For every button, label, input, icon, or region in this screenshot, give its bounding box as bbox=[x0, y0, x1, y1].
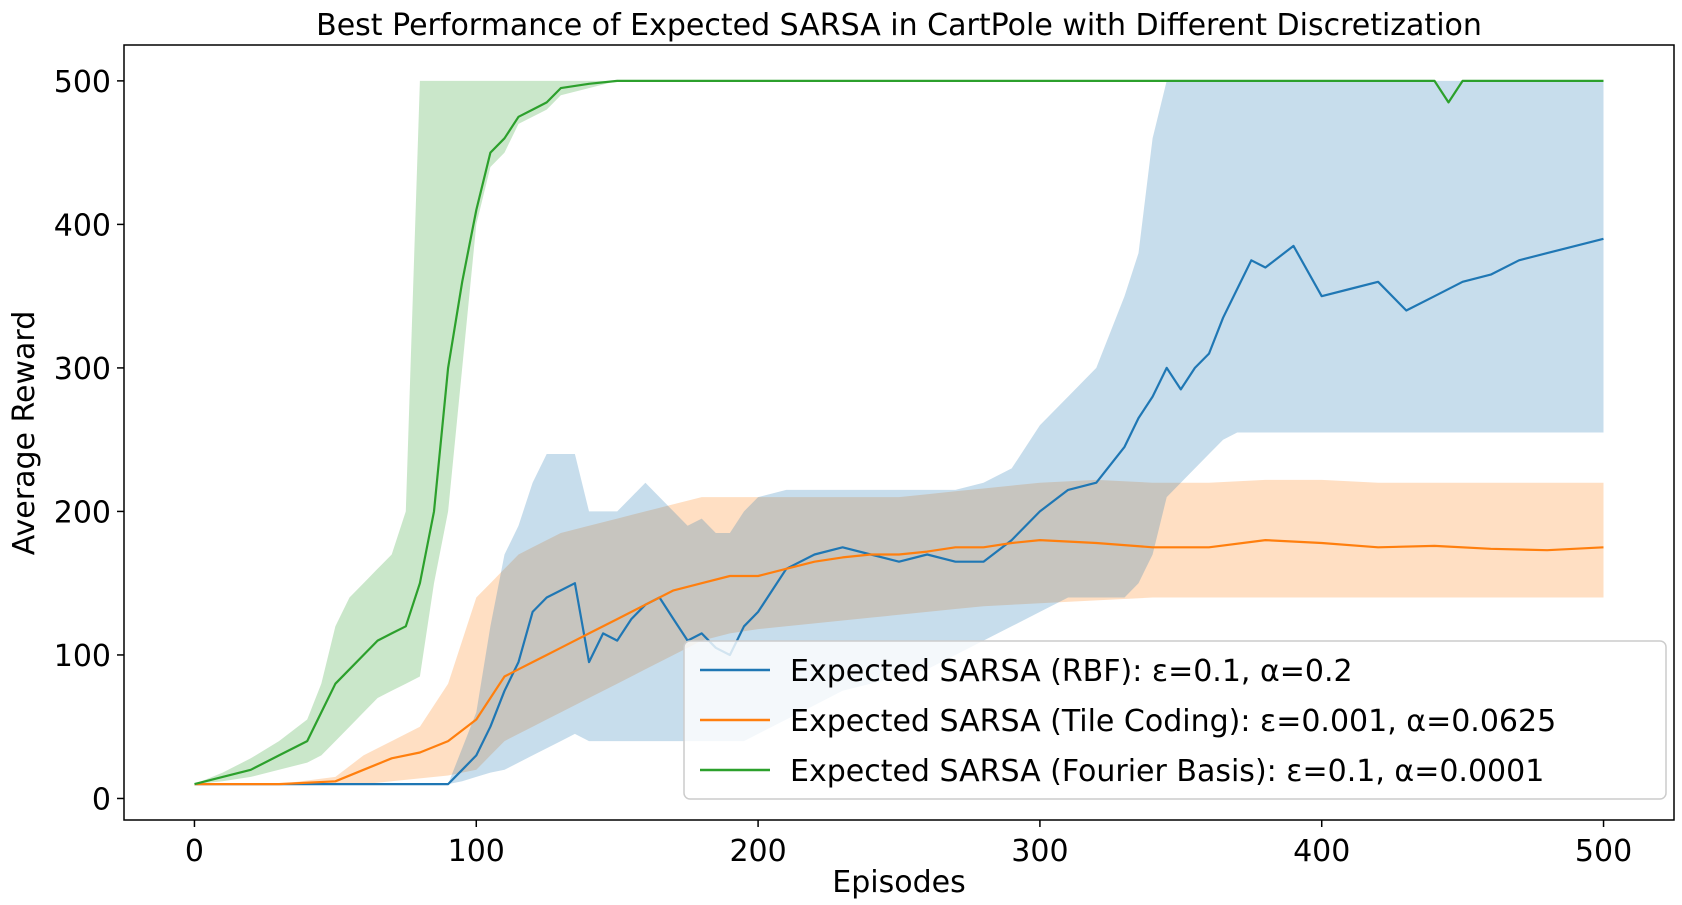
y-tick-label: 300 bbox=[54, 352, 111, 387]
y-tick-label: 0 bbox=[92, 782, 111, 817]
y-tick-label: 100 bbox=[54, 639, 111, 674]
x-tick-label: 100 bbox=[448, 834, 505, 869]
y-tick-label: 400 bbox=[54, 208, 111, 243]
line-series-1 bbox=[194, 237, 1604, 786]
chart-title: Best Performance of Expected SARSA in Ca… bbox=[316, 8, 1482, 43]
x-tick-label: 400 bbox=[1293, 834, 1350, 869]
band-series-2 bbox=[194, 479, 1604, 785]
x-axis-label: Episodes bbox=[832, 865, 965, 900]
band-series-1 bbox=[194, 80, 1604, 785]
x-tick-label: 500 bbox=[1575, 834, 1632, 869]
legend-label: Expected SARSA (Fourier Basis): ε=0.1, α… bbox=[790, 754, 1544, 789]
legend-box bbox=[683, 640, 1667, 800]
legend: Expected SARSA (RBF): ε=0.1, α=0.2 Expect… bbox=[683, 640, 1667, 800]
legend-label: Expected SARSA (RBF): ε=0.1, α=0.2 bbox=[790, 654, 1353, 689]
plot-frame bbox=[123, 44, 1675, 821]
line-series-2 bbox=[194, 538, 1604, 786]
y-axis-ticks: 0 100 200 300 400 500 bbox=[54, 65, 124, 817]
y-tick-label: 500 bbox=[54, 65, 111, 100]
series-lines bbox=[194, 79, 1604, 786]
x-tick-label: 300 bbox=[1011, 834, 1068, 869]
legend-label: Expected SARSA (Tile Coding): ε=0.001, α… bbox=[790, 704, 1556, 739]
band-series-3 bbox=[194, 80, 1604, 785]
x-tick-label: 200 bbox=[729, 834, 786, 869]
x-axis-ticks: 0 100 200 300 400 500 bbox=[185, 820, 1632, 869]
line-series-3 bbox=[194, 79, 1604, 786]
x-tick-label: 0 bbox=[185, 834, 204, 869]
y-tick-label: 200 bbox=[54, 495, 111, 530]
confidence-bands bbox=[194, 80, 1604, 785]
y-axis-label: Average Reward bbox=[7, 311, 42, 555]
